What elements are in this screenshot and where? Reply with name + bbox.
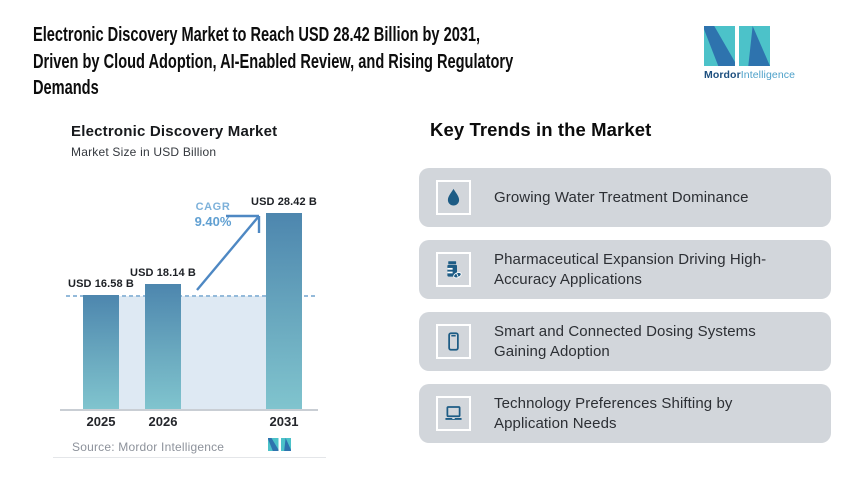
chart-reference-dashed-line [66,295,318,297]
mordor-intelligence-logo: MordorIntelligence [704,26,796,81]
trend-card-dosing-systems: Smart and Connected Dosing Systems Gaini… [419,312,831,371]
chart-bottom-divider [53,457,326,458]
bar-value-label-2031: USD 28.42 B [251,196,317,208]
bar-chart-plot: USD 16.58 B USD 18.14 B USD 28.42 B [60,196,318,411]
chart-subtitle: Market Size in USD Billion [71,145,217,159]
bar-2026 [145,284,181,409]
cagr-value: 9.40% [194,214,232,229]
page-title-line-1: Electronic Discovery Market to Reach USD… [33,24,481,46]
trends-heading: Key Trends in the Market [430,119,652,140]
chart-title: Electronic Discovery Market [71,123,278,140]
mordor-logo-mark-icon [704,26,776,66]
x-axis-label-2026: 2026 [148,414,178,429]
page-title: Electronic Discovery Market to Reach USD… [33,22,559,102]
mordor-logo-wordmark: MordorIntelligence [704,69,796,81]
smartphone-icon [436,324,471,359]
bar-value-label-2026: USD 18.14 B [130,267,196,279]
water-drop-icon [436,180,471,215]
page-title-line-2: Driven by Cloud Adoption, AI-Enabled Rev… [33,50,514,73]
trend-label: Growing Water Treatment Dominance [494,188,749,206]
x-axis-line [60,409,318,411]
trend-label: Pharmaceutical Expansion Driving High-Ac… [494,250,767,288]
x-axis-label-2031: 2031 [269,414,299,429]
laptop-icon [436,396,471,431]
trend-label: Technology Preferences Shifting by Appli… [494,394,733,432]
mordor-mini-logo-icon [268,438,291,451]
pill-bottle-icon [436,252,471,287]
cagr-label: CAGR [195,201,231,213]
trend-card-water-treatment: Growing Water Treatment Dominance [419,168,831,227]
bar-value-label-2025: USD 16.58 B [68,278,134,290]
chart-source-text: Source: Mordor Intelligence [72,440,225,454]
trend-card-technology-preferences: Technology Preferences Shifting by Appli… [419,384,831,443]
page-title-line-3: Demands [33,77,99,99]
trend-card-pharmaceutical: Pharmaceutical Expansion Driving High-Ac… [419,240,831,299]
chart-highlight-area [83,296,302,409]
trend-label: Smart and Connected Dosing Systems Gaini… [494,322,756,360]
cagr-growth-arrow-icon [196,214,261,291]
x-axis-label-2025: 2025 [86,414,116,429]
bar-2031 [266,213,302,409]
bar-2025 [83,295,119,409]
